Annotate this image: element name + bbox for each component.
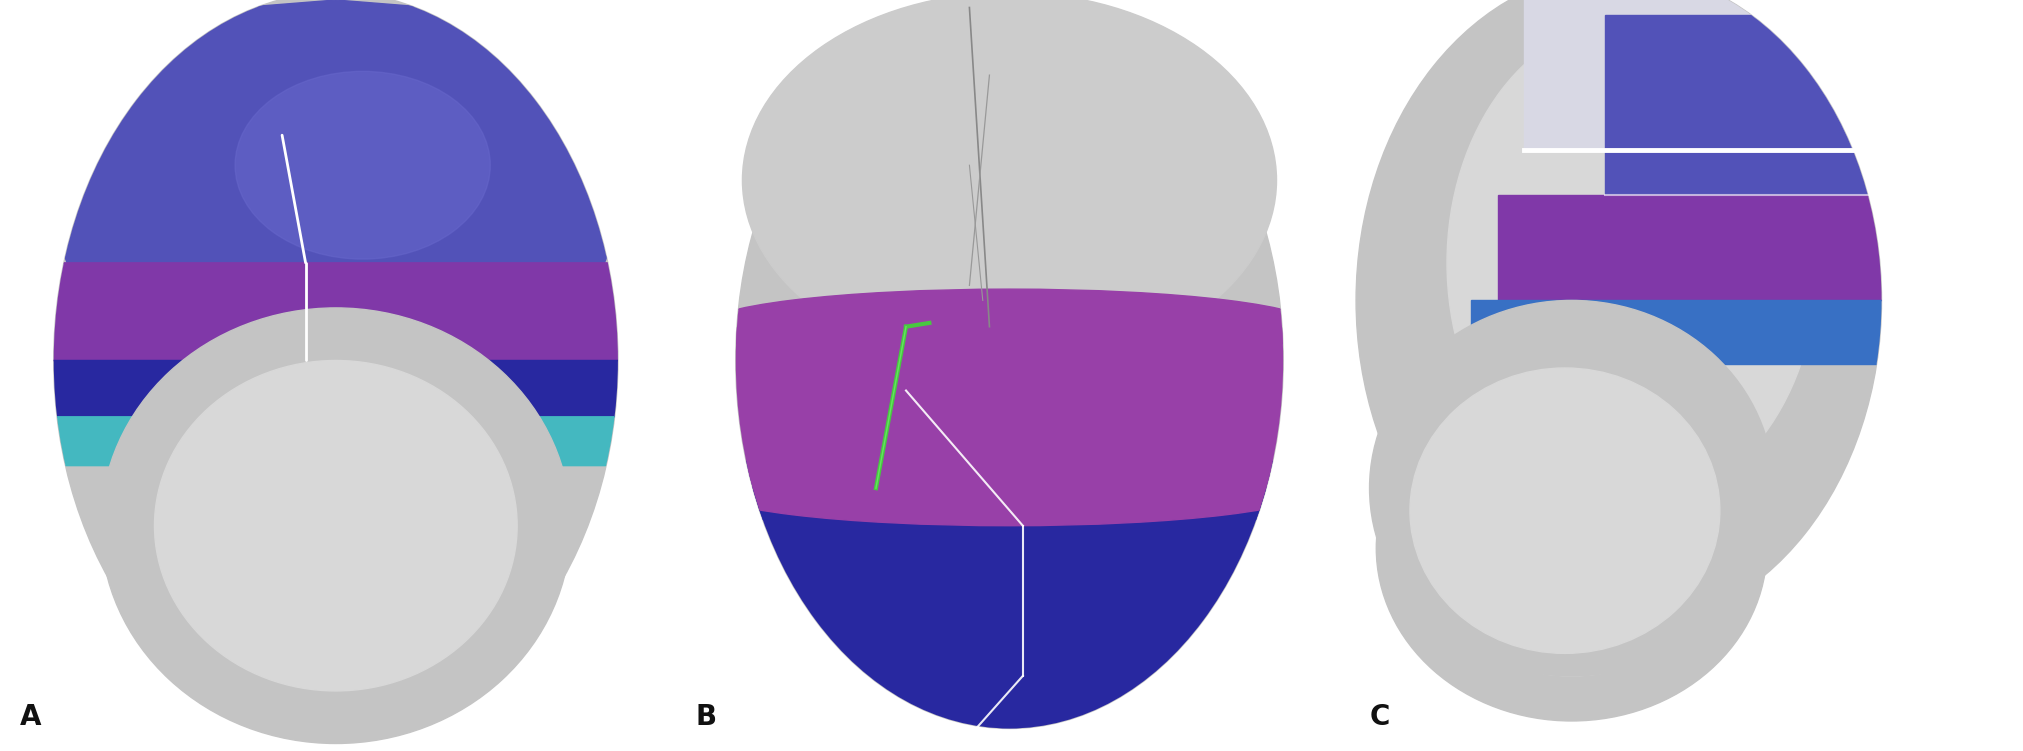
Ellipse shape [154,360,518,691]
Polygon shape [26,417,645,466]
Ellipse shape [809,56,1210,544]
Ellipse shape [1355,0,1881,631]
Ellipse shape [101,308,570,743]
Polygon shape [40,263,631,360]
Ellipse shape [1446,19,1817,507]
Ellipse shape [235,71,490,259]
Ellipse shape [702,436,1317,541]
Ellipse shape [736,0,1283,728]
Ellipse shape [55,0,617,728]
Polygon shape [47,0,625,263]
Polygon shape [1497,195,2023,300]
Ellipse shape [1420,421,1724,676]
Polygon shape [1606,15,2023,195]
Ellipse shape [1370,300,1774,676]
Ellipse shape [134,71,538,559]
Ellipse shape [1410,368,1720,653]
Ellipse shape [1376,376,1766,721]
Polygon shape [702,327,1317,488]
Polygon shape [1471,300,2023,364]
Ellipse shape [742,0,1277,368]
Ellipse shape [702,451,1317,526]
Text: C: C [1370,703,1390,731]
Text: B: B [696,703,716,731]
Polygon shape [1525,0,2023,150]
Polygon shape [26,360,645,417]
Text: A: A [20,703,42,731]
Ellipse shape [702,289,1317,364]
Polygon shape [702,488,1317,728]
